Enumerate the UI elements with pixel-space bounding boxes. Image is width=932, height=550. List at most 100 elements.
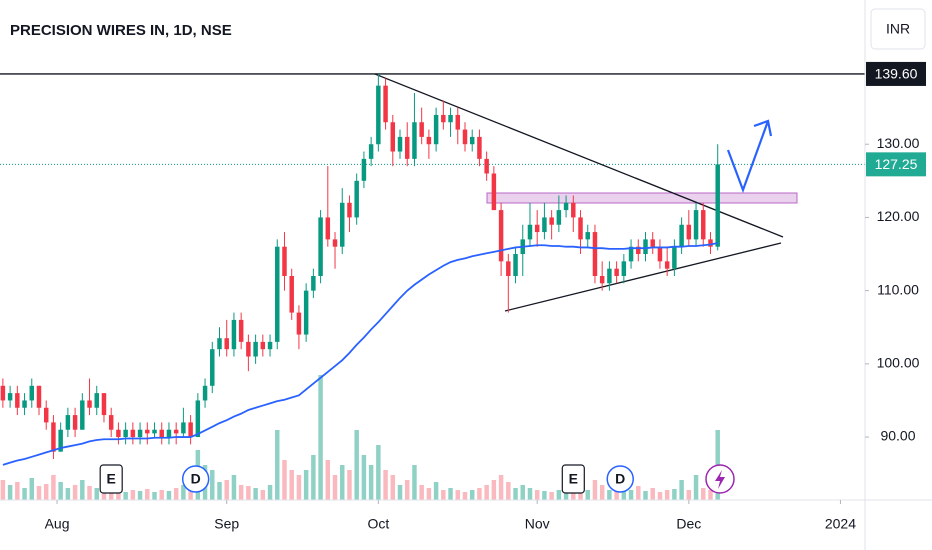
candle-body	[43, 407, 49, 423]
candle-body	[22, 400, 27, 408]
moving-average	[2, 242, 718, 466]
volume-layer	[0, 375, 720, 500]
volume-bar	[585, 490, 590, 500]
volume-bar	[7, 485, 13, 500]
candle-body	[571, 202, 576, 218]
candle-body	[477, 136, 482, 159]
zone-rectangle	[486, 192, 798, 204]
y-tick-label: 130.00	[877, 135, 920, 151]
candle-body	[469, 136, 475, 145]
candle-body	[679, 224, 684, 247]
candle-body	[397, 136, 403, 152]
candle-body	[643, 239, 648, 255]
event-label: E	[107, 471, 116, 487]
volume-bar	[123, 492, 128, 500]
volume-bar	[282, 460, 287, 500]
candle-body	[145, 429, 150, 434]
volume-bar	[614, 491, 619, 500]
y-tick-label: 90.00	[880, 428, 915, 444]
candle-body	[448, 114, 453, 123]
volume-bar	[15, 482, 20, 500]
volume-bar	[592, 480, 598, 500]
volume-bar	[65, 488, 71, 500]
candle-body	[715, 164, 720, 247]
candle-body	[657, 246, 663, 262]
candle-body	[433, 114, 439, 145]
candle-body	[664, 261, 670, 269]
candle-body	[361, 158, 367, 181]
volume-bar	[664, 490, 670, 500]
candle-body	[108, 415, 114, 430]
volume-bar	[361, 455, 367, 500]
candle-body	[210, 349, 215, 386]
volume-bar	[636, 486, 641, 500]
volume-bar	[404, 480, 410, 500]
volume-bar	[534, 490, 540, 500]
candle-body	[650, 239, 655, 247]
volume-bar	[181, 485, 186, 500]
volume-bar	[246, 486, 251, 500]
volume-bar	[72, 485, 78, 500]
candle-body	[368, 144, 374, 159]
volume-bar	[253, 488, 258, 500]
volume-bar	[520, 485, 525, 500]
candle-body	[628, 246, 634, 262]
candle-body	[578, 217, 583, 240]
volume-bar	[556, 490, 562, 500]
event-label: D	[191, 471, 201, 487]
candle-body	[296, 312, 302, 335]
volume-bar	[412, 465, 417, 500]
x-tick-label: Nov	[525, 516, 550, 532]
event-marker	[606, 465, 634, 493]
volume-bar	[679, 480, 684, 500]
candle-body	[238, 319, 244, 342]
candle-body	[563, 202, 569, 211]
candle-body	[123, 429, 128, 438]
volume-bar	[166, 491, 172, 500]
candle-body	[708, 239, 713, 247]
candle-body	[542, 217, 547, 233]
candle-body	[159, 429, 164, 438]
volume-bar	[397, 485, 403, 500]
volume-bar	[275, 430, 280, 500]
volume-bar	[419, 485, 424, 500]
currency-label[interactable]: INR	[886, 21, 910, 37]
volume-bar	[657, 492, 663, 500]
volume-bar	[325, 460, 331, 500]
volume-bar	[43, 484, 49, 500]
candle-body	[556, 210, 562, 225]
volume-bar	[210, 470, 215, 500]
volume-bar	[130, 490, 136, 500]
candle-body	[426, 136, 432, 145]
x-tick-label: 2024	[825, 516, 856, 532]
volume-bar	[58, 482, 63, 500]
volume-bar	[441, 490, 446, 500]
volume-bar	[108, 490, 114, 500]
volume-bar	[643, 491, 648, 500]
candle-body	[65, 415, 71, 430]
trend-line	[504, 242, 782, 312]
volume-bar	[188, 486, 193, 500]
candle-body	[181, 422, 186, 434]
volume-bar	[628, 490, 634, 500]
volume-bar	[672, 489, 677, 500]
candle-body	[188, 422, 193, 438]
volume-bar	[296, 475, 302, 500]
currency-box[interactable]	[870, 8, 926, 50]
volume-bar	[527, 488, 533, 500]
candle-body	[87, 400, 92, 408]
candle-body	[354, 180, 359, 218]
price-label-box	[866, 61, 926, 86]
candle-body	[549, 217, 554, 225]
volume-bar	[506, 482, 511, 500]
volume-bar	[571, 493, 576, 500]
volume-bar	[563, 491, 569, 500]
volume-bar	[462, 492, 468, 500]
volume-bar	[426, 488, 432, 500]
plot-layer	[0, 73, 720, 466]
volume-bar	[383, 470, 388, 500]
volume-bar	[224, 480, 229, 500]
candle-body	[0, 385, 6, 401]
